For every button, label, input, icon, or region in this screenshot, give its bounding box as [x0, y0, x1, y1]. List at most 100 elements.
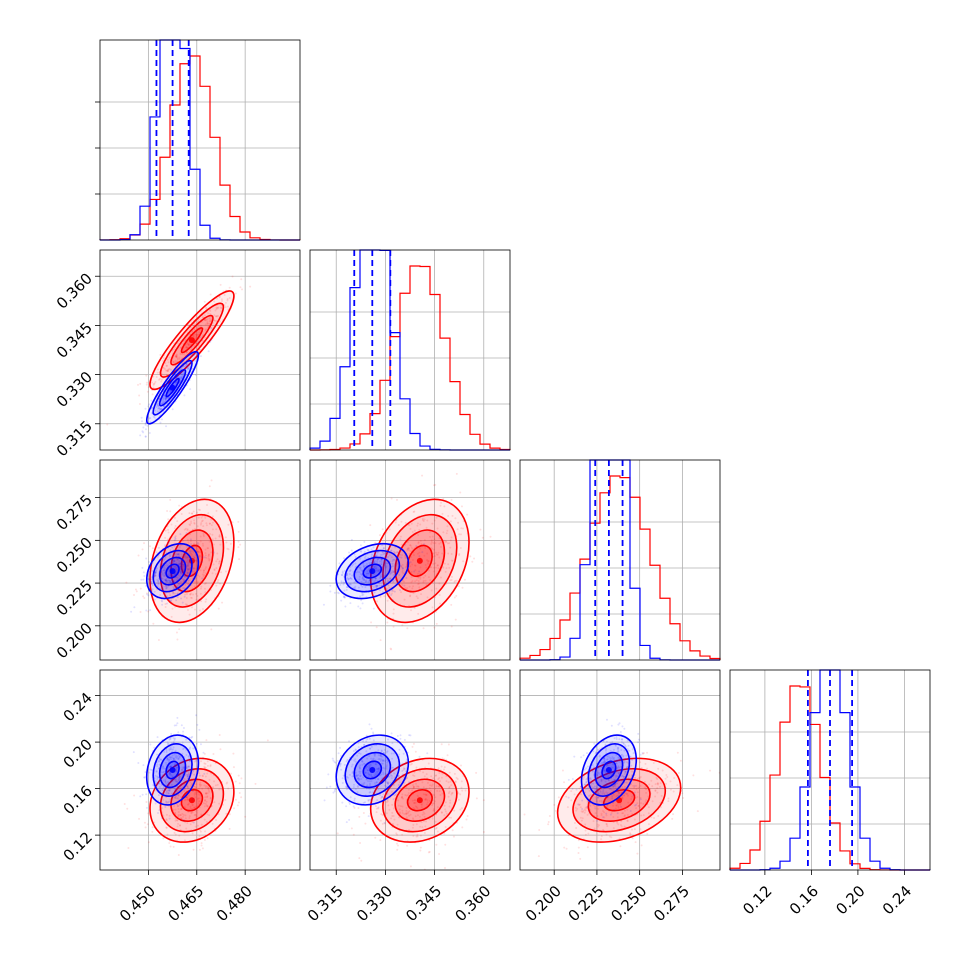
red-scatter-point: [198, 848, 201, 851]
red-scatter-point: [179, 787, 182, 790]
red-scatter-point: [580, 793, 583, 796]
blue-scatter-point: [405, 761, 408, 764]
blue-scatter-point: [404, 770, 407, 773]
red-scatter-point: [191, 334, 194, 337]
red-scatter-point: [194, 825, 197, 828]
blue-scatter-point: [170, 774, 173, 777]
red-scatter-point: [439, 546, 442, 549]
blue-scatter-point: [199, 743, 202, 746]
blue-scatter-point: [358, 766, 361, 769]
red-scatter-point: [221, 299, 224, 302]
red-scatter-point: [188, 568, 191, 571]
red-scatter-point: [563, 846, 566, 849]
blue-scatter-point: [181, 563, 184, 566]
red-scatter-point: [410, 581, 413, 584]
blue-scatter-point: [580, 756, 583, 759]
blue-scatter-point: [167, 564, 170, 567]
blue-scatter-point: [373, 560, 376, 563]
blue-scatter-point: [405, 758, 408, 761]
panel-2-1: [309, 459, 511, 661]
red-scatter-point: [618, 837, 621, 840]
red-scatter-point: [446, 754, 449, 757]
red-scatter-point: [619, 845, 622, 848]
blue-scatter-point: [163, 573, 166, 576]
blue-scatter-point: [150, 399, 153, 402]
red-scatter-point: [587, 832, 590, 835]
blue-scatter-point: [172, 746, 175, 749]
red-scatter-point: [218, 560, 221, 563]
blue-scatter-point: [150, 582, 153, 585]
blue-scatter-point: [189, 538, 192, 541]
red-scatter-point: [462, 527, 465, 530]
blue-scatter-point: [151, 406, 154, 409]
blue-scatter-point: [171, 775, 174, 778]
red-scatter-point: [615, 795, 618, 798]
red-scatter-point: [189, 596, 192, 599]
blue-scatter-point: [164, 778, 167, 781]
blue-scatter-point: [354, 760, 357, 763]
red-scatter-point: [188, 579, 191, 582]
blue-scatter-point: [369, 798, 372, 801]
red-scatter-point: [154, 380, 157, 383]
blue-scatter-point: [380, 558, 383, 561]
red-scatter-point: [444, 540, 447, 543]
red-scatter-point: [397, 523, 400, 526]
red-scatter-point: [449, 579, 452, 582]
blue-scatter-point: [175, 599, 178, 602]
blue-scatter-point: [605, 812, 608, 815]
blue-scatter-point: [374, 762, 377, 765]
blue-scatter-point: [180, 724, 183, 727]
blue-scatter-point: [375, 577, 378, 580]
blue-scatter-point: [612, 763, 615, 766]
red-scatter-point: [605, 822, 608, 825]
blue-scatter-point: [175, 780, 178, 783]
red-scatter-point: [455, 579, 458, 582]
blue-scatter-point: [372, 761, 375, 764]
blue-scatter-point: [380, 584, 383, 587]
blue-scatter-point: [177, 778, 180, 781]
blue-scatter-point: [363, 556, 366, 559]
red-scatter-point: [237, 546, 240, 549]
red-scatter-point: [401, 583, 404, 586]
blue-scatter-point: [620, 775, 623, 778]
blue-scatter-point: [602, 778, 605, 781]
blue-scatter-point: [354, 562, 357, 565]
blue-scatter-point: [187, 765, 190, 768]
red-scatter-point: [413, 807, 416, 810]
blue-scatter-point: [615, 762, 618, 765]
blue-scatter-point: [174, 749, 177, 752]
red-scatter-point: [430, 542, 433, 545]
red-scatter-point: [425, 803, 428, 806]
red-scatter-point: [208, 558, 211, 561]
red-scatter-point: [173, 348, 176, 351]
red-scatter-point: [191, 811, 194, 814]
red-scatter-point: [647, 823, 650, 826]
blue-scatter-point: [197, 341, 200, 344]
blue-scatter-point: [363, 743, 366, 746]
blue-scatter-point: [172, 560, 175, 563]
blue-scatter-point: [146, 593, 149, 596]
red-scatter-point: [422, 581, 425, 584]
blue-scatter-point: [599, 773, 602, 776]
red-scatter-point: [612, 789, 615, 792]
red-scatter-point: [207, 786, 210, 789]
blue-scatter-point: [390, 549, 393, 552]
red-scatter-point: [196, 824, 199, 827]
y-tick-label: 0.330: [53, 368, 96, 411]
red-scatter-point: [479, 528, 482, 531]
blue-scatter-point: [164, 398, 167, 401]
red-scatter-point: [421, 517, 424, 520]
red-scatter-point: [420, 803, 423, 806]
blue-scatter-point: [605, 764, 608, 767]
red-scatter-point: [652, 762, 655, 765]
red-scatter-point: [195, 581, 198, 584]
blue-scatter-point: [164, 585, 167, 588]
blue-scatter-point: [616, 760, 619, 763]
red-scatter-point: [172, 360, 175, 363]
red-scatter-point: [214, 309, 217, 312]
red-scatter-point: [180, 582, 183, 585]
blue-scatter-point: [182, 587, 185, 590]
red-scatter-point: [412, 786, 415, 789]
blue-scatter-point: [389, 781, 392, 784]
blue-scatter-point: [403, 584, 406, 587]
